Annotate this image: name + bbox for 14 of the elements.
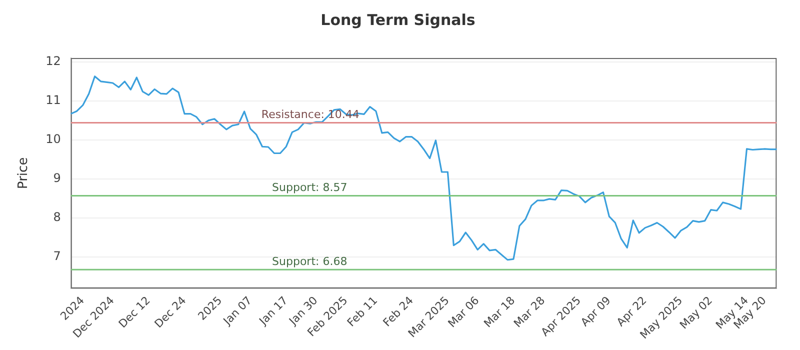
x-tick-label: Jan 17 (256, 294, 290, 328)
chart-title: Long Term Signals (320, 10, 476, 29)
ref-line-label: Support: 6.68 (272, 254, 348, 268)
y-tick-label: 12 (46, 54, 61, 68)
y-tick-label: 7 (53, 249, 61, 264)
x-tick-label: Dec 24 (152, 294, 189, 331)
y-tick-label: 9 (53, 171, 61, 186)
y-tick-label: 10 (46, 132, 61, 146)
x-tick-label: Jan 07 (220, 294, 254, 328)
y-axis-title: Price (16, 157, 32, 190)
y-tick-label: 8 (53, 210, 61, 224)
x-tick-label: Dec 12 (116, 294, 153, 331)
y-tick-label: 11 (46, 93, 61, 108)
ref-line-label: Support: 8.57 (272, 181, 348, 194)
